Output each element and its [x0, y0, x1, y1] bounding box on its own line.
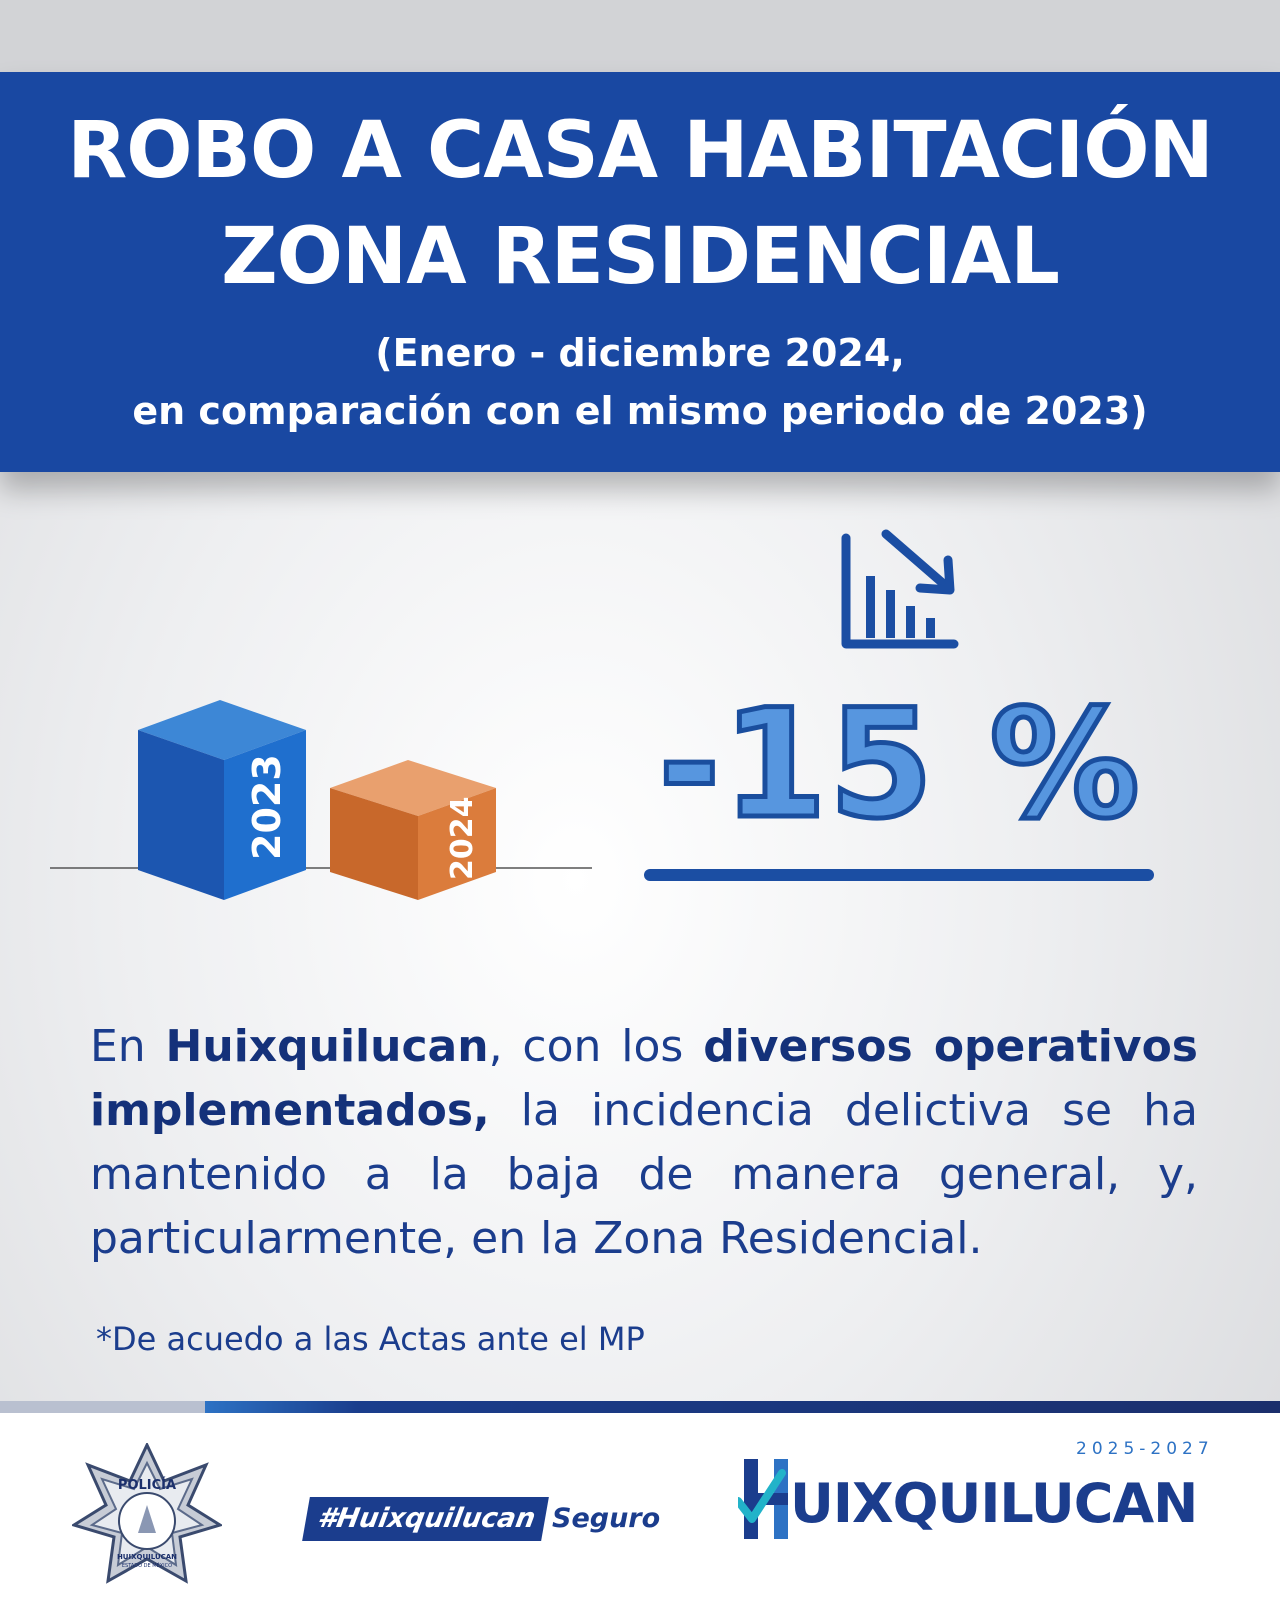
police-star-badge-icon: POLICÍA HUIXQUILUCAN ESTADO DE MÉXICO — [72, 1443, 222, 1584]
cube-2024-label: 2024 — [445, 797, 480, 881]
badge-bottom-text: HUIXQUILUCAN — [117, 1553, 177, 1561]
period-subtitle-line1: (Enero - diciembre 2024, — [375, 331, 905, 375]
cube-2023-label: 2023 — [245, 754, 289, 860]
top-strip — [0, 0, 1280, 72]
footer: POLICÍA HUIXQUILUCAN ESTADO DE MÉXICO #H… — [0, 1413, 1280, 1600]
change-percentage: -15 % — [656, 678, 1143, 852]
badge-top-text: POLICÍA — [118, 1477, 176, 1493]
body-rest: la incidencia delictiva se ha mantenido … — [90, 1085, 1198, 1264]
year-cubes-illustration: 2023 2024 — [50, 700, 592, 900]
body-highlight: diversos operativos implementados, — [90, 1021, 1198, 1136]
checkmark-h-logo-icon — [738, 1459, 788, 1539]
footer-divider — [0, 1401, 1280, 1413]
cube-2023: 2023 — [138, 700, 306, 900]
percentage-underline — [644, 869, 1154, 881]
title-banner: ROBO A CASA HABITACIÓN ZONA RESIDENCIAL … — [0, 72, 1280, 472]
hashtag-suffix: Seguro — [552, 1503, 661, 1534]
hashtag-main: #Huixquilucan — [302, 1497, 549, 1541]
page-title-line1: ROBO A CASA HABITACIÓN — [67, 106, 1214, 196]
body-paragraph: En Huixquilucan, con los diversos operat… — [90, 1015, 1198, 1271]
source-footnote: *De acuedo a las Actas ante el MP — [96, 1320, 645, 1358]
body-mid: , con los — [488, 1021, 704, 1072]
body-place: Huixquilucan — [165, 1021, 489, 1072]
body-intro: En — [90, 1021, 166, 1072]
hashtag-logo: #Huixquilucan Seguro — [302, 1497, 668, 1541]
municipality-name: UIXQUILUCAN — [790, 1472, 1198, 1535]
municipality-years: 2025-2027 — [1076, 1439, 1214, 1459]
page-title-line2: ZONA RESIDENCIAL — [221, 212, 1060, 302]
cube-2024: 2024 — [330, 760, 496, 900]
bar-chart-down-icon — [841, 529, 959, 649]
period-subtitle-line2: en comparación con el mismo periodo de 2… — [132, 389, 1148, 433]
badge-state-text: ESTADO DE MÉXICO — [122, 1561, 172, 1569]
